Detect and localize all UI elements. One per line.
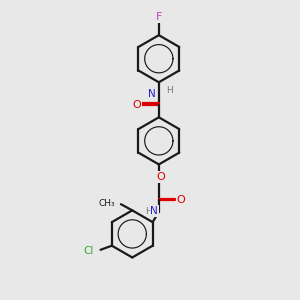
Text: F: F (156, 13, 162, 22)
Text: H: H (166, 85, 173, 94)
Text: O: O (132, 100, 141, 110)
Text: Cl: Cl (84, 246, 94, 256)
Text: N: N (148, 89, 156, 99)
Text: CH₃: CH₃ (98, 199, 115, 208)
Text: O: O (177, 196, 186, 206)
Text: O: O (156, 172, 165, 182)
Text: H: H (145, 207, 152, 216)
Text: N: N (151, 206, 158, 216)
